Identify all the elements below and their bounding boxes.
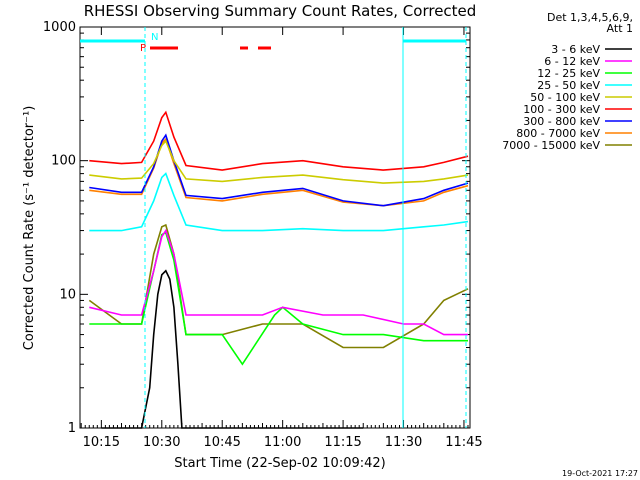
series-line	[88, 223, 469, 349]
legend-entry-label: 12 - 25 keV	[537, 67, 600, 80]
y-tick-label: 10	[59, 287, 76, 302]
x-axis-label: Start Time (22-Sep-02 10:09:42)	[174, 456, 385, 471]
x-tick-label: 10:45	[203, 435, 240, 450]
series-line	[89, 172, 469, 232]
legend-entry-label: 300 - 800 keV	[523, 115, 600, 128]
y-tick-label: 1000	[43, 20, 76, 35]
legend-header: Att 1	[607, 22, 633, 35]
chart-title: RHESSI Observing Summary Count Rates, Co…	[84, 2, 477, 20]
legend-header: Det 1,3,4,5,6,9,	[547, 11, 633, 24]
generation-timestamp: 19-Oct-2021 17:27	[562, 469, 638, 478]
legend-entry-label: 6 - 12 keV	[544, 55, 600, 68]
series-lines	[88, 110, 469, 429]
y-tick-label: 1	[68, 421, 76, 436]
axis-ticks: 1 10 100 1000 10:15 10:30 10:45 11:00 11:15 11:30…	[43, 20, 483, 450]
y-axis-label: Corrected Count Rate (s⁻¹ detector⁻¹)	[22, 106, 37, 351]
flag-label-n: N	[151, 32, 158, 43]
x-tick-label: 11:00	[264, 435, 301, 450]
series-line	[89, 133, 469, 207]
x-tick-label: 11:30	[385, 435, 422, 450]
series-line	[89, 110, 469, 171]
legend-entry-label: 50 - 100 keV	[530, 91, 600, 104]
legend-entry-label: 7000 - 15000 keV	[502, 139, 600, 152]
y-tick-label: 100	[51, 154, 76, 169]
x-tick-label: 11:45	[445, 435, 482, 450]
x-tick-label: 11:15	[324, 435, 361, 450]
legend-entry-label: 100 - 300 keV	[523, 103, 600, 116]
x-tick-label: 10:15	[83, 435, 120, 450]
series-line	[89, 139, 469, 184]
x-tick-label: 10:30	[143, 435, 180, 450]
legend-entry-label: 800 - 7000 keV	[516, 127, 600, 140]
flag-label-p: P	[140, 43, 146, 54]
legend-entry-label: 25 - 50 keV	[537, 79, 600, 92]
legend-entry-label: 3 - 6 keV	[551, 43, 600, 56]
observing-flags: PN	[80, 27, 467, 428]
series-line	[101, 269, 364, 429]
series-line	[89, 228, 468, 336]
